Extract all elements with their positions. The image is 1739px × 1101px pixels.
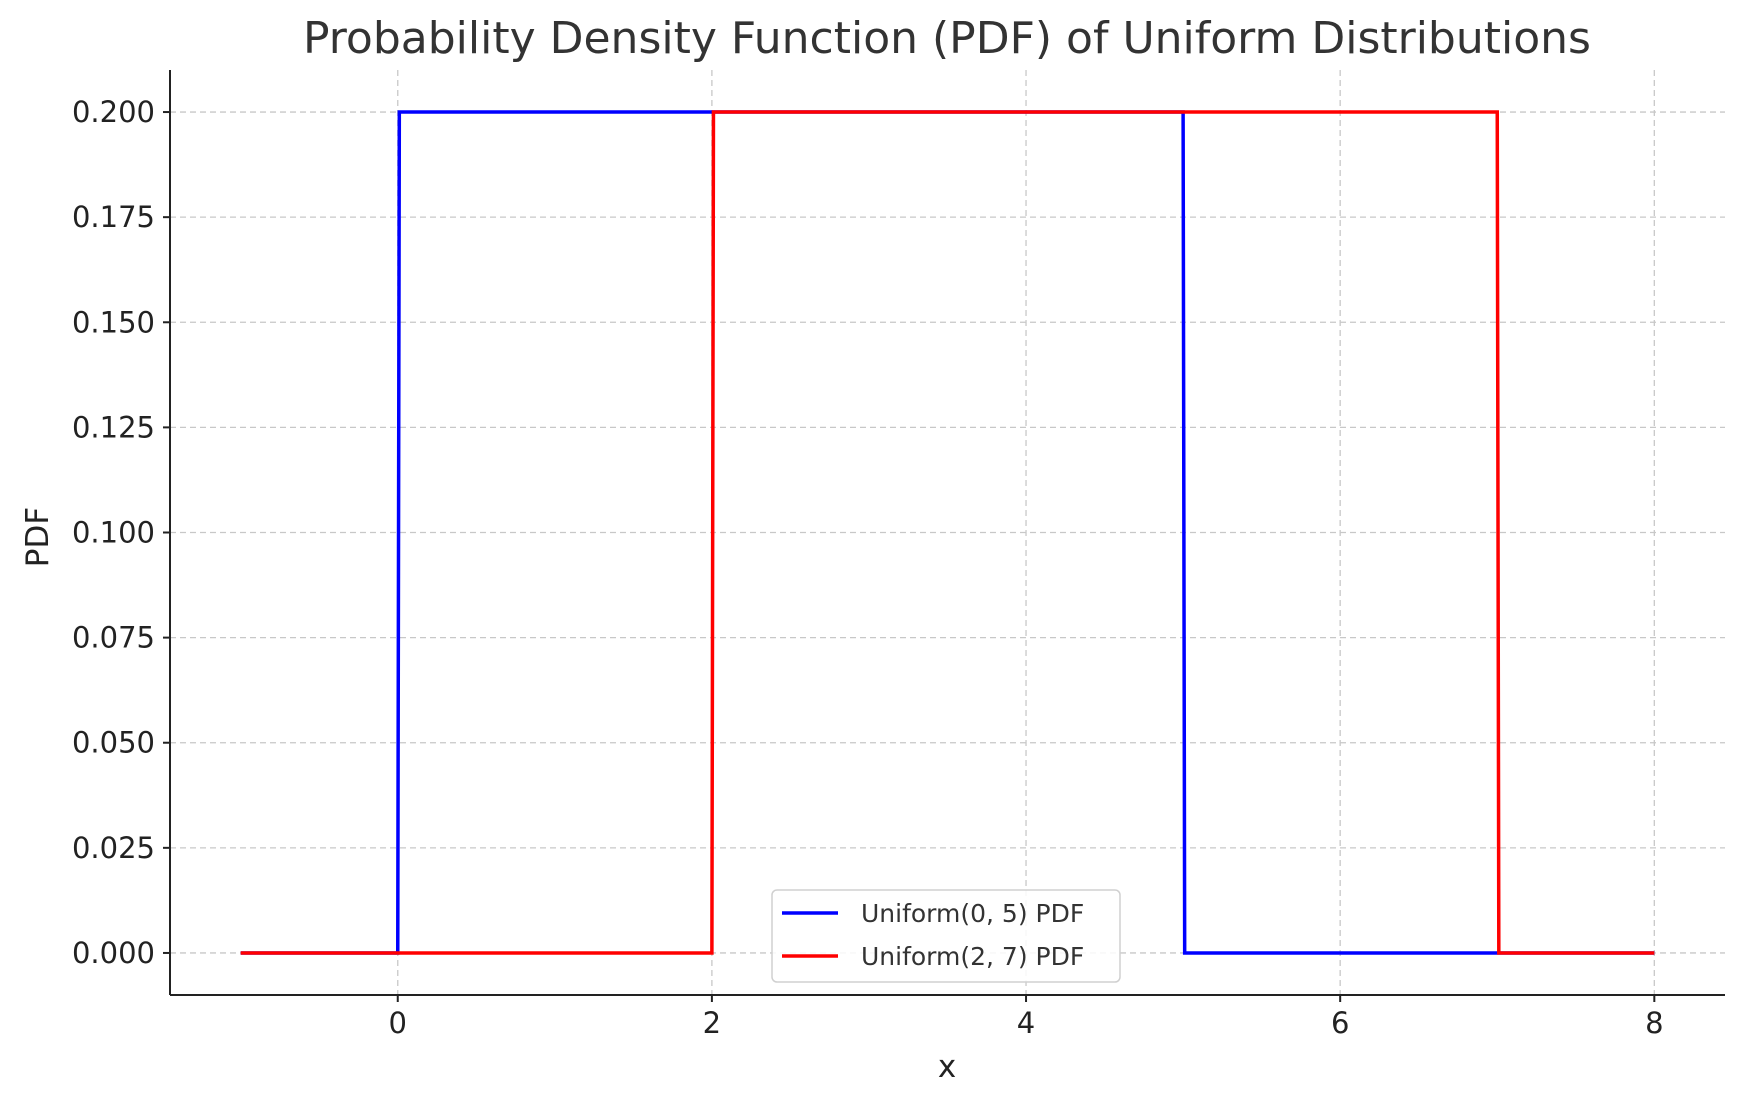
x-axis-label: x bbox=[938, 1049, 956, 1085]
x-tick-label: 2 bbox=[703, 1006, 721, 1040]
y-tick-label: 0.200 bbox=[72, 95, 155, 129]
y-tick-label: 0.075 bbox=[72, 621, 155, 655]
legend-box bbox=[771, 889, 1121, 983]
x-tick-label: 8 bbox=[1645, 1006, 1663, 1040]
y-tick-label: 0.100 bbox=[72, 516, 155, 550]
y-tick-label: 0.025 bbox=[72, 831, 155, 865]
y-tick-label: 0.000 bbox=[72, 936, 155, 970]
legend-label-uniform-0-5: Uniform(0, 5) PDF bbox=[861, 899, 1084, 928]
y-tick-label: 0.150 bbox=[72, 305, 155, 339]
series-layer bbox=[240, 110, 1655, 955]
y-axis-label: PDF bbox=[20, 507, 56, 567]
x-tick-label: 6 bbox=[1331, 1006, 1349, 1040]
legend: Uniform(0, 5) PDF Uniform(2, 7) PDF bbox=[771, 889, 1121, 983]
legend-label-uniform-2-7: Uniform(2, 7) PDF bbox=[861, 942, 1084, 971]
grid-layer bbox=[170, 70, 1725, 995]
y-tick-label: 0.125 bbox=[72, 410, 155, 444]
series-line-uniform-2-7 bbox=[240, 110, 1655, 955]
chart-title: Probability Density Function (PDF) of Un… bbox=[303, 13, 1591, 64]
y-tick-label: 0.050 bbox=[72, 726, 155, 760]
x-tick-label: 0 bbox=[389, 1006, 407, 1040]
x-tick-label: 4 bbox=[1017, 1006, 1035, 1040]
ticks-layer: 0 2 4 6 8 0.000 0.025 0.050 0.075 0.100 0.125 0.150… bbox=[72, 95, 1664, 1040]
y-tick-label: 0.175 bbox=[72, 200, 155, 234]
